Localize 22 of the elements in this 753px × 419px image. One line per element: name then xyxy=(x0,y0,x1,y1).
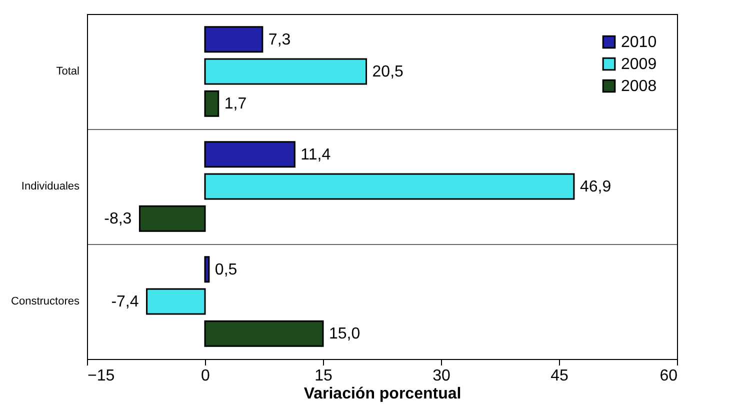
data-label: 11,4 xyxy=(300,146,331,164)
x-tick-label: 30 xyxy=(432,368,450,384)
x-tick-label: 45 xyxy=(550,368,568,384)
legend-label: 2009 xyxy=(621,56,657,73)
data-label: -8,3 xyxy=(104,210,132,228)
x-tick-label: −15 xyxy=(88,368,115,384)
data-label: 20,5 xyxy=(372,64,404,80)
data-label: 46,9 xyxy=(580,178,612,196)
data-label: 1,7 xyxy=(224,96,247,113)
data-label: 15,0 xyxy=(329,326,360,343)
y-tick-label: Total xyxy=(56,66,80,78)
x-axis-title: Variación porcentual xyxy=(304,386,462,402)
x-tick-label: 15 xyxy=(314,368,332,384)
y-tick-label: Constructores xyxy=(11,296,80,308)
x-tick-label: 60 xyxy=(660,368,678,384)
y-tick-label: Individuales xyxy=(21,180,80,192)
data-label: 7,3 xyxy=(268,31,291,48)
x-tick-label: 0 xyxy=(201,368,210,384)
data-label: 0,5 xyxy=(214,261,238,278)
data-label: -7,4 xyxy=(111,294,139,310)
legend-label: 2010 xyxy=(621,34,657,51)
legend-label: 2008 xyxy=(621,78,657,95)
